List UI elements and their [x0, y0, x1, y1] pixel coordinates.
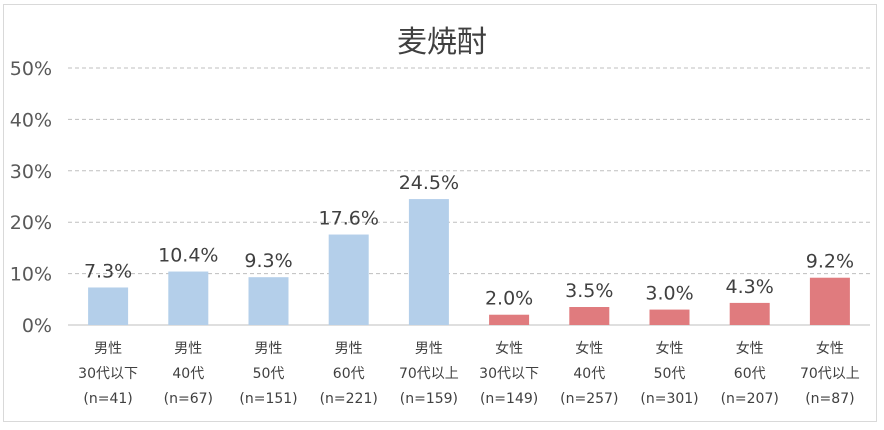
x-tick-label: (n=207): [721, 391, 779, 407]
data-label: 9.2%: [806, 251, 854, 273]
x-tick-label: 70代以上: [399, 366, 459, 382]
x-tick-label: 女性: [736, 340, 764, 357]
bar: [809, 277, 850, 325]
bar: [168, 271, 209, 325]
x-tick-label: 女性: [495, 340, 523, 357]
x-tick-label: 女性: [816, 340, 844, 357]
y-tick-label: 30%: [10, 161, 52, 183]
bar: [408, 199, 449, 325]
x-tick-label: 男性: [415, 341, 443, 357]
x-tick-label: 50代: [654, 366, 686, 382]
x-tick-label: (n=221): [320, 391, 378, 407]
y-axis-ticks: 0% 10% 20% 30% 40% 50%: [10, 58, 52, 337]
x-tick-label: 60代: [333, 366, 365, 382]
bar: [328, 234, 369, 325]
bar: [729, 302, 770, 325]
x-tick-label: 40代: [573, 366, 605, 382]
y-tick-label: 40%: [10, 109, 52, 131]
x-tick-label: (n=159): [400, 391, 458, 407]
x-tick-label: 60代: [734, 366, 766, 382]
x-tick-label: 女性: [575, 340, 603, 357]
bar: [88, 287, 129, 325]
x-tick-label: 女性: [656, 340, 684, 357]
y-tick-label: 20%: [10, 212, 52, 234]
x-tick-label: 男性: [335, 341, 363, 357]
data-label: 3.0%: [645, 283, 693, 305]
x-tick-label: 70代以上: [800, 366, 860, 382]
y-tick-label: 0%: [22, 315, 52, 337]
data-label: 7.3%: [84, 260, 132, 282]
chart-title: 麦焼酎: [397, 25, 487, 60]
x-tick-label: (n=149): [480, 391, 538, 407]
x-tick-label: 男性: [94, 341, 122, 357]
bar: [248, 277, 289, 325]
x-tick-label: (n=87): [805, 391, 854, 407]
x-tick-label: 30代以下: [78, 366, 138, 382]
bar: [649, 309, 690, 325]
x-tick-label: (n=41): [83, 391, 132, 407]
data-label: 24.5%: [399, 172, 459, 194]
x-tick-label: 男性: [255, 341, 283, 357]
x-tick-label: (n=67): [164, 391, 213, 407]
x-axis-labels: 男性 30代以下 (n=41) 男性 40代 (n=67) 男性 50代 (n=151) 男性 60…: [78, 340, 860, 407]
data-labels: 7.3% 10.4% 9.3% 17.6% 24.5% 2.0% 3.5% 3.0% 4.3% 9…: [84, 172, 854, 310]
data-label: 10.4%: [158, 245, 218, 267]
data-label: 9.3%: [244, 250, 292, 272]
bars: [88, 199, 850, 325]
bar: [569, 307, 610, 325]
data-label: 17.6%: [319, 208, 379, 230]
data-label: 4.3%: [726, 276, 774, 298]
data-label: 2.0%: [485, 288, 533, 310]
y-tick-label: 10%: [10, 264, 52, 286]
x-tick-label: 30代以下: [479, 366, 539, 382]
bar: [489, 314, 530, 325]
y-tick-label: 50%: [10, 58, 52, 80]
x-tick-label: 男性: [174, 341, 202, 357]
x-tick-label: 40代: [172, 366, 204, 382]
x-tick-label: 50代: [253, 366, 285, 382]
data-label: 3.5%: [565, 280, 613, 302]
x-tick-label: (n=257): [560, 391, 618, 407]
x-tick-label: (n=301): [640, 391, 698, 407]
x-tick-label: (n=151): [239, 391, 297, 407]
